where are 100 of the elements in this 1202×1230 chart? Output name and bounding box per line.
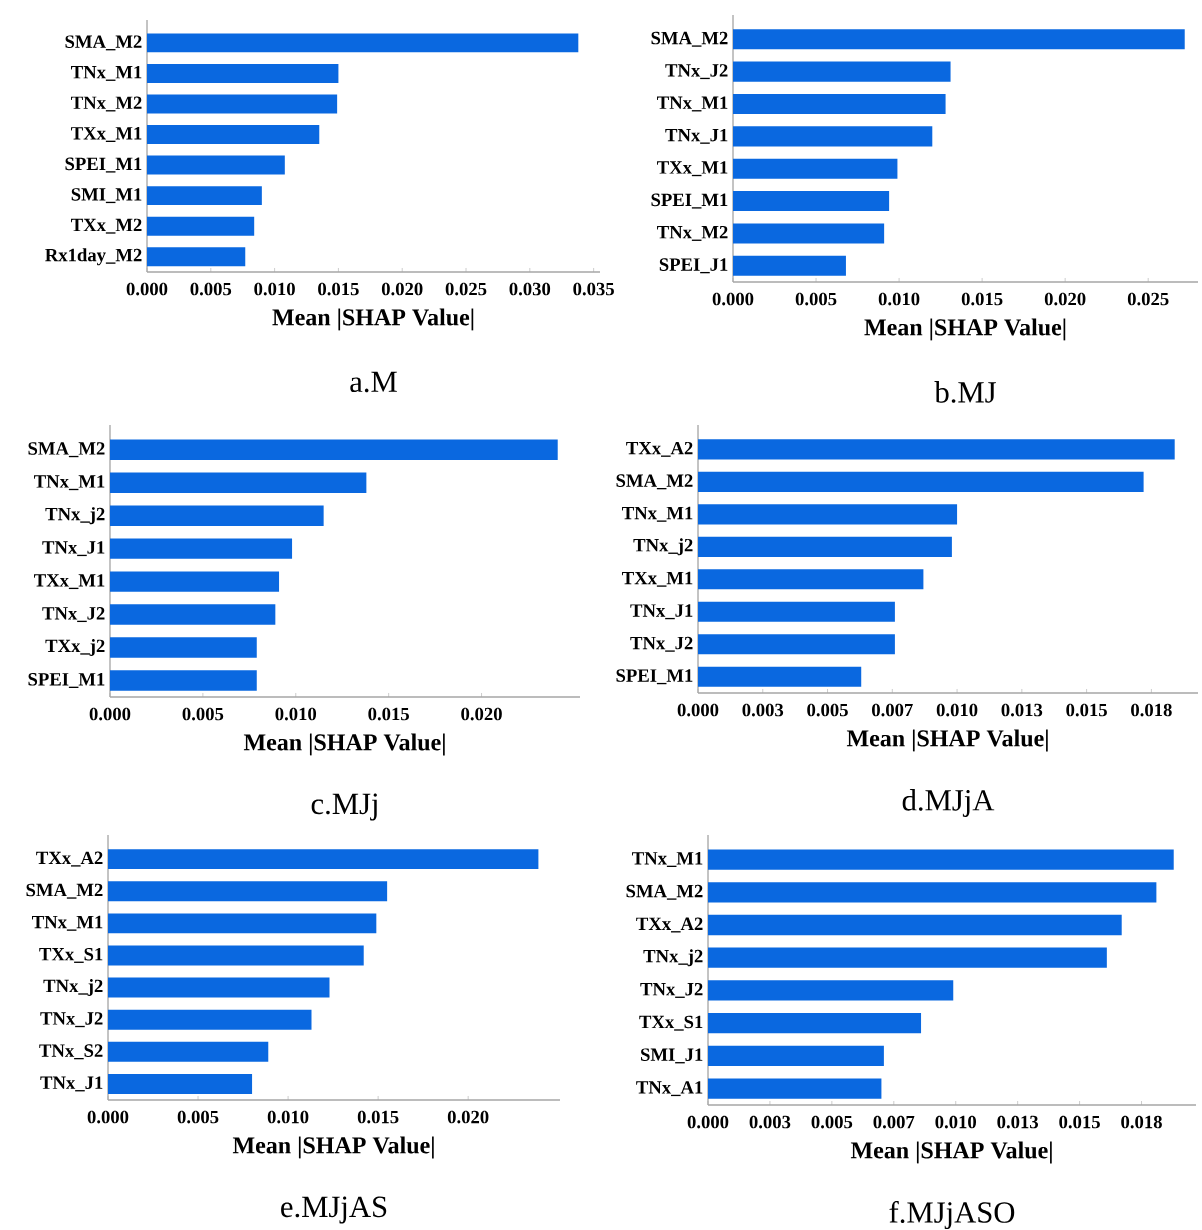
y-tick-label: TNx_J2 — [40, 1012, 103, 1028]
bar — [108, 945, 364, 966]
x-axis-title: Mean |SHAP Value| — [846, 729, 1048, 752]
y-tick-label: TNx_j2 — [633, 538, 693, 556]
bar — [708, 1045, 884, 1067]
x-tick-label: 0.015 — [961, 292, 1003, 306]
x-tick-label: 0.005 — [182, 707, 224, 721]
x-tick-label: 0.018 — [1131, 703, 1172, 717]
bar — [733, 223, 885, 244]
bar — [110, 538, 293, 559]
y-tick-label: SMA_M2 — [626, 884, 703, 900]
y-tick-label: TNx_M1 — [632, 852, 703, 867]
x-axis-title: Mean |SHAP Value| — [243, 733, 445, 756]
x-tick-label: 0.015 — [357, 1110, 399, 1124]
bar — [147, 33, 579, 53]
y-tick-label: TNx_M1 — [32, 915, 103, 931]
bar — [698, 601, 895, 622]
y-tick-label: SPEI_M1 — [65, 157, 142, 173]
y-tick-label: TNx_M1 — [622, 506, 693, 522]
bar — [108, 1009, 312, 1030]
bar — [108, 849, 539, 870]
x-tick-label: 0.015 — [368, 707, 409, 721]
y-tick-label: TNx_j2 — [45, 507, 105, 525]
y-tick-label: TNx_A1 — [636, 1081, 703, 1097]
bar — [708, 914, 1122, 936]
bar — [110, 670, 257, 691]
x-tick-label: 0.000 — [87, 1110, 129, 1124]
bar — [147, 155, 285, 175]
bar — [698, 504, 958, 525]
x-tick-label: 0.007 — [872, 703, 913, 717]
y-tick-label: SMI_J1 — [641, 1048, 703, 1064]
bar — [110, 604, 276, 625]
y-tick-label: SMA_M2 — [616, 474, 693, 490]
x-tick-label: 0.005 — [807, 703, 848, 717]
text: e.MJjAS — [281, 1196, 387, 1224]
x-tick-label: 0.010 — [878, 292, 920, 306]
x-tick-label: 0.020 — [461, 707, 502, 721]
x-tick-label: 0.005 — [811, 1115, 853, 1129]
y-tick-label: Rx1day_M2 — [45, 248, 142, 266]
x-tick-label: 0.025 — [445, 282, 487, 296]
bar — [698, 666, 862, 687]
x-tick-label: 0.030 — [509, 282, 551, 296]
y-tick-label: TXx_A2 — [36, 851, 103, 867]
x-tick-label: 0.000 — [687, 1115, 729, 1129]
x-tick-label: 0.003 — [749, 1115, 791, 1129]
bar — [733, 158, 898, 179]
bar — [698, 471, 1144, 492]
x-tick-label: 0.010 — [254, 282, 295, 296]
y-tick-label: TXx_M1 — [71, 127, 142, 142]
y-tick-label: TNx_J1 — [665, 128, 728, 144]
y-tick-label: SPEI_M1 — [616, 669, 693, 685]
y-tick-label: TXx_A2 — [636, 917, 703, 933]
y-tick-label: TNx_J1 — [630, 604, 693, 620]
bar — [108, 1041, 269, 1062]
x-tick-label: 0.000 — [126, 282, 168, 296]
y-tick-label: TNx_S2 — [39, 1044, 103, 1060]
y-tick-label: TNx_M1 — [34, 475, 105, 491]
bar — [708, 947, 1107, 968]
x-tick-label: 0.015 — [318, 282, 359, 296]
x-axis-title: Mean |SHAP Value| — [850, 1141, 1052, 1164]
x-tick-label: 0.013 — [997, 1115, 1039, 1129]
y-tick-label: TXx_S1 — [39, 947, 103, 963]
bar — [110, 472, 367, 493]
x-tick-label: 0.018 — [1121, 1115, 1162, 1129]
bar — [698, 634, 895, 655]
x-tick-label: 0.010 — [267, 1110, 309, 1124]
y-tick-label: TXx_S1 — [639, 1015, 703, 1031]
x-axis-title: Mean |SHAP Value| — [864, 318, 1066, 341]
bar — [147, 63, 339, 83]
bar — [147, 186, 262, 206]
x-tick-label: 0.035 — [573, 282, 614, 296]
bar — [708, 1078, 882, 1099]
bar — [147, 94, 338, 114]
x-tick-label: 0.005 — [177, 1110, 219, 1124]
bar — [733, 255, 846, 276]
y-tick-label: TNx_J2 — [640, 982, 703, 998]
x-tick-label: 0.003 — [742, 703, 784, 717]
x-tick-label: 0.015 — [1066, 703, 1107, 717]
x-tick-label: 0.013 — [1001, 703, 1043, 717]
x-tick-label: 0.020 — [381, 282, 423, 296]
y-tick-label: TNx_j2 — [43, 979, 103, 997]
x-tick-label: 0.007 — [873, 1115, 915, 1129]
y-tick-label: TNx_J1 — [42, 541, 105, 557]
bar — [708, 882, 1157, 903]
bar — [733, 191, 890, 212]
y-tick-label: TNx_J2 — [630, 636, 693, 652]
x-tick-label: 0.000 — [89, 707, 131, 721]
x-tick-label: 0.015 — [1059, 1115, 1100, 1129]
bar — [110, 637, 257, 658]
bar — [698, 536, 952, 557]
x-tick-label: 0.020 — [1044, 292, 1086, 306]
bar — [708, 980, 954, 1001]
bar — [147, 216, 255, 236]
y-tick-label: TXx_M1 — [657, 161, 728, 177]
bar — [733, 126, 933, 147]
x-axis-title: Mean |SHAP Value| — [272, 308, 474, 331]
y-tick-label: SPEI_M1 — [651, 193, 728, 209]
x-tick-label: 0.000 — [677, 703, 719, 717]
y-tick-label: TNx_M2 — [71, 96, 142, 112]
bar — [110, 571, 280, 592]
